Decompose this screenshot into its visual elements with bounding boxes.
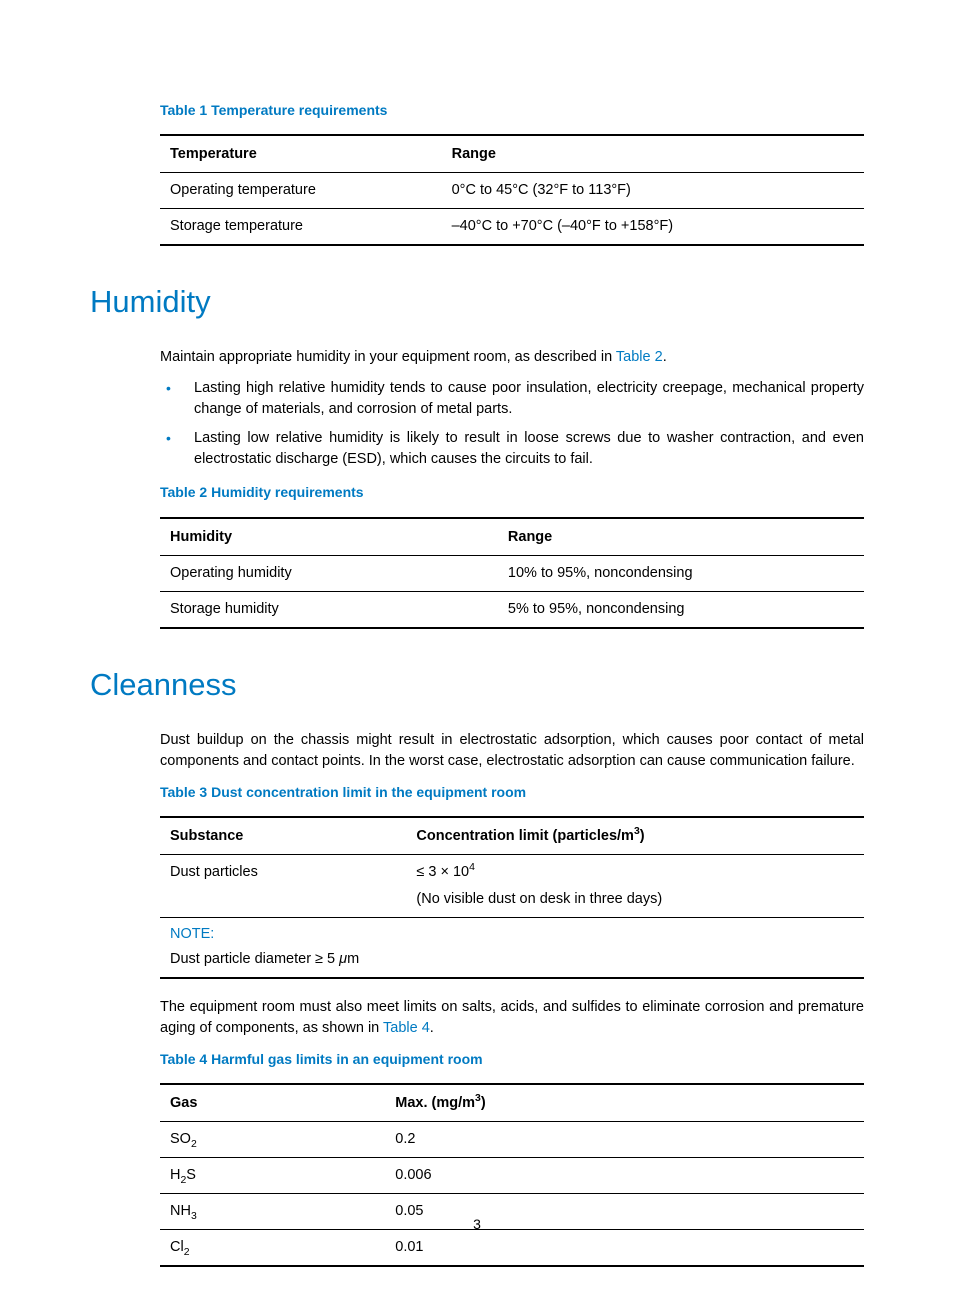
cleanness-intro: Dust buildup on the chassis might result…	[160, 730, 864, 772]
table-row: Operating humidity 10% to 95%, nonconden…	[160, 555, 864, 591]
table-row: Storage temperature –40°C to +70°C (–40°…	[160, 209, 864, 246]
table3-h1: Substance	[160, 817, 406, 855]
table3: Substance Concentration limit (particles…	[160, 816, 864, 979]
table2-header-row: Humidity Range	[160, 518, 864, 556]
table2-r1c1: Operating humidity	[160, 555, 498, 591]
table-row: Operating temperature 0°C to 45°C (32°F …	[160, 173, 864, 209]
table2-h1: Humidity	[160, 518, 498, 556]
table2-h2: Range	[498, 518, 864, 556]
table1-h1: Temperature	[160, 135, 442, 173]
table2-r1c2: 10% to 95%, noncondensing	[498, 555, 864, 591]
humidity-bullets: Lasting high relative humidity tends to …	[160, 378, 864, 470]
cleanness-para2-a: The equipment room must also meet limits…	[160, 999, 864, 1036]
table4-r4c2: 0.01	[385, 1230, 864, 1267]
table4-link[interactable]: Table 4	[383, 1020, 430, 1036]
table2-caption: Table 2 Humidity requirements	[160, 482, 864, 502]
cleanness-para2: The equipment room must also meet limits…	[160, 997, 864, 1039]
table1: Temperature Range Operating temperature …	[160, 134, 864, 246]
table3-caption: Table 3 Dust concentration limit in the …	[160, 782, 864, 802]
table1-block: Table 1 Temperature requirements Tempera…	[160, 100, 864, 246]
bullet-text: Lasting low relative humidity is likely …	[194, 430, 864, 467]
table-row: Cl2 0.01	[160, 1230, 864, 1267]
table1-h2: Range	[442, 135, 864, 173]
table3-r1c1: Dust particles	[160, 854, 406, 917]
table2-r2c1: Storage humidity	[160, 591, 498, 628]
table4-r2c1: H2S	[160, 1158, 385, 1194]
table3-r1c2b: (No visible dust on desk in three days)	[406, 886, 864, 918]
table-row: H2S 0.006	[160, 1158, 864, 1194]
humidity-intro-b: .	[663, 349, 667, 365]
list-item: Lasting low relative humidity is likely …	[160, 428, 864, 470]
cleanness-section: Cleanness Dust buildup on the chassis mi…	[160, 663, 864, 1268]
table-row: SO2 0.2	[160, 1122, 864, 1158]
table3-h2: Concentration limit (particles/m3)	[406, 817, 864, 855]
table4-caption: Table 4 Harmful gas limits in an equipme…	[160, 1049, 864, 1069]
table4-h2: Max. (mg/m3)	[385, 1084, 864, 1122]
note-label: NOTE:	[170, 926, 214, 942]
table4-r2c2: 0.006	[385, 1158, 864, 1194]
humidity-intro-a: Maintain appropriate humidity in your eq…	[160, 349, 616, 365]
table3-note-row: NOTE:	[160, 918, 864, 946]
cleanness-para2-b: .	[430, 1020, 434, 1036]
table1-r2c2: –40°C to +70°C (–40°F to +158°F)	[442, 209, 864, 246]
bullet-text: Lasting high relative humidity tends to …	[194, 380, 864, 417]
table4-h1: Gas	[160, 1084, 385, 1122]
table3-note-text-row: Dust particle diameter ≥ 5 μm	[160, 945, 864, 978]
table3-header-row: Substance Concentration limit (particles…	[160, 817, 864, 855]
page-number: 3	[0, 1214, 954, 1234]
table2-r2c2: 5% to 95%, noncondensing	[498, 591, 864, 628]
table1-header-row: Temperature Range	[160, 135, 864, 173]
table2: Humidity Range Operating humidity 10% to…	[160, 517, 864, 629]
humidity-intro: Maintain appropriate humidity in your eq…	[160, 347, 864, 368]
table3-note-text: Dust particle diameter ≥ 5 μm	[160, 945, 864, 978]
table-row: Dust particles ≤ 3 × 104	[160, 854, 864, 886]
table4-r1c2: 0.2	[385, 1122, 864, 1158]
table4-header-row: Gas Max. (mg/m3)	[160, 1084, 864, 1122]
table4-r4c1: Cl2	[160, 1230, 385, 1267]
table2-link[interactable]: Table 2	[616, 349, 663, 365]
table3-r1c2a: ≤ 3 × 104	[406, 854, 864, 886]
page: Table 1 Temperature requirements Tempera…	[0, 0, 954, 1296]
table4-r1c1: SO2	[160, 1122, 385, 1158]
humidity-section: Humidity Maintain appropriate humidity i…	[160, 280, 864, 628]
table1-r2c1: Storage temperature	[160, 209, 442, 246]
table1-r1c1: Operating temperature	[160, 173, 442, 209]
table1-r1c2: 0°C to 45°C (32°F to 113°F)	[442, 173, 864, 209]
humidity-heading: Humidity	[90, 280, 864, 325]
list-item: Lasting high relative humidity tends to …	[160, 378, 864, 420]
table4: Gas Max. (mg/m3) SO2 0.2 H2S 0.006 NH3 0…	[160, 1083, 864, 1267]
table-row: Storage humidity 5% to 95%, noncondensin…	[160, 591, 864, 628]
table1-caption: Table 1 Temperature requirements	[160, 100, 864, 120]
cleanness-heading: Cleanness	[90, 663, 864, 708]
